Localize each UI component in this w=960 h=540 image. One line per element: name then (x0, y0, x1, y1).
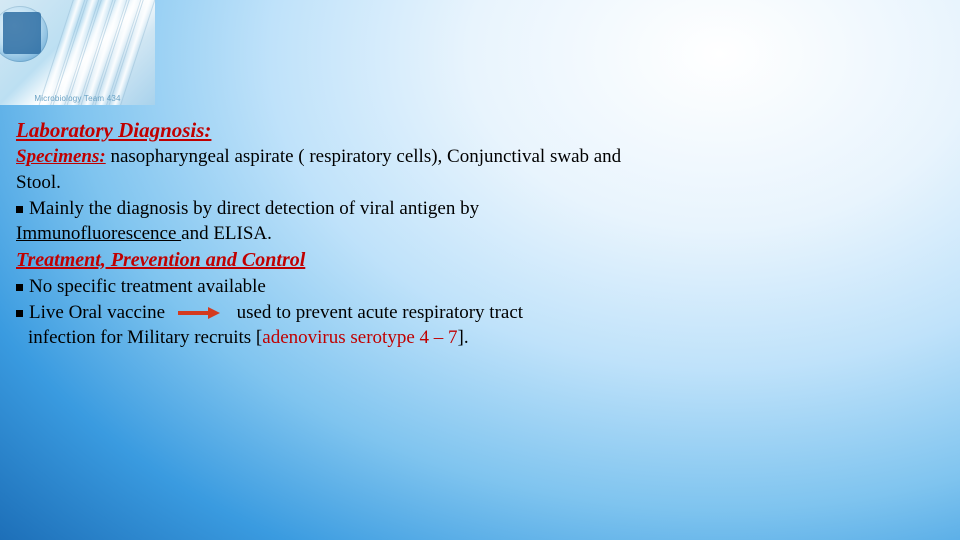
arrow-icon (178, 308, 222, 318)
heading-laboratory-diagnosis: Laboratory Diagnosis: (16, 116, 920, 144)
corner-badge (3, 12, 41, 54)
specimens-text-1: nasopharyngeal aspirate ( respiratory ce… (106, 146, 621, 167)
diagnosis-bullet: Mainly the diagnosis by direct detection… (16, 196, 920, 222)
square-bullet-icon (16, 310, 23, 317)
specimens-line-1: Specimens: nasopharyngeal aspirate ( res… (16, 144, 920, 170)
immunofluorescence-underlined: Immunofluorescence (16, 223, 181, 244)
square-bullet-icon (16, 284, 23, 291)
no-specific-text: No specific treatment available (29, 276, 266, 297)
square-bullet-icon (16, 206, 23, 213)
content-area: Laboratory Diagnosis: Specimens: nasopha… (16, 116, 920, 351)
specimens-label: Specimens: (16, 146, 106, 167)
immuno-line: Immunofluorescence and ELISA. (16, 221, 920, 247)
military-pre-text: infection for Military recruits [ (28, 327, 262, 348)
serotype-text: adenovirus serotype 4 – 7 (262, 327, 457, 348)
vaccine-pre-text: Live Oral vaccine (29, 302, 165, 323)
immuno-rest: and ELISA. (181, 223, 272, 244)
dna-ribbons (60, 0, 155, 105)
heading-treatment: Treatment, Prevention and Control (16, 247, 920, 274)
corner-caption: Microbiology Team 434 (0, 94, 155, 103)
slide: Microbiology Team 434 Laboratory Diagnos… (0, 0, 960, 540)
corner-decorative-image: Microbiology Team 434 (0, 0, 155, 105)
specimens-line-2: Stool. (16, 170, 920, 196)
military-post-text: ]. (458, 327, 469, 348)
military-line: infection for Military recruits [adenovi… (16, 325, 920, 351)
no-specific-treatment-bullet: No specific treatment available (16, 274, 920, 300)
vaccine-bullet: Live Oral vaccine used to prevent acute … (16, 300, 920, 326)
diagnosis-bullet-text: Mainly the diagnosis by direct detection… (29, 198, 479, 219)
vaccine-post-text: used to prevent acute respiratory tract (237, 302, 523, 323)
